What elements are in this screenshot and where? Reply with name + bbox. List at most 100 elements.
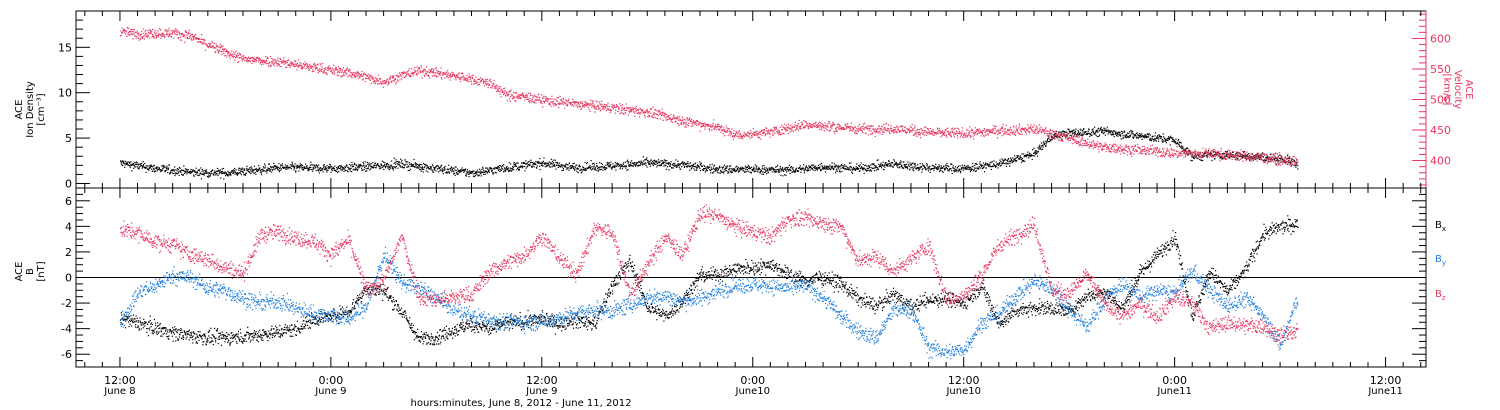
density-point: [1242, 155, 1244, 157]
velocity-point: [430, 70, 432, 72]
velocity-point: [153, 37, 155, 39]
velocity-point: [165, 33, 167, 35]
density-point: [188, 171, 191, 174]
density-point: [721, 166, 724, 168]
velocity-point: [228, 55, 230, 57]
velocity-point: [248, 57, 250, 59]
density-point: [207, 176, 210, 178]
density-point: [1054, 132, 1056, 135]
density-point: [919, 167, 921, 169]
density-point: [246, 167, 248, 170]
density-point: [553, 163, 556, 165]
density-point: [1077, 134, 1079, 136]
density-axis-label-line: [cm⁻³]: [36, 93, 47, 125]
density-point: [1183, 148, 1185, 150]
velocity-point: [221, 45, 223, 47]
density-point: [1248, 155, 1251, 157]
velocity-point: [397, 80, 399, 82]
density-point: [266, 169, 268, 171]
density-point: [577, 171, 579, 174]
velocity-point: [434, 72, 437, 74]
density-point: [973, 169, 975, 171]
density-point: [695, 162, 697, 164]
density-point: [998, 164, 1000, 166]
density-point: [557, 166, 560, 168]
density-point: [333, 167, 335, 169]
density-point: [583, 166, 585, 169]
density-point: [476, 169, 478, 171]
density-point: [1213, 151, 1215, 153]
density-point: [416, 163, 418, 165]
velocity-point: [623, 108, 625, 110]
density-point: [1041, 148, 1044, 150]
density-point: [887, 165, 889, 167]
density-point: [821, 166, 824, 168]
density-point: [832, 168, 835, 171]
density-point: [774, 171, 776, 173]
velocity-point: [213, 47, 215, 49]
density-point: [294, 163, 296, 165]
velocity-point: [251, 59, 253, 62]
density-point: [944, 168, 947, 170]
velocity-point: [212, 46, 214, 48]
velocity-point: [494, 85, 496, 87]
density-point: [536, 167, 538, 169]
density-point: [1137, 137, 1139, 139]
velocity-point: [581, 102, 583, 105]
velocity-point: [130, 29, 132, 31]
density-point: [1210, 153, 1213, 155]
density-point: [885, 161, 887, 164]
density-point: [653, 162, 655, 164]
velocity-point: [485, 79, 487, 81]
velocity-point: [333, 64, 335, 66]
density-point: [1166, 138, 1168, 140]
velocity-point: [273, 63, 275, 65]
velocity-tick-label: 500: [1430, 94, 1451, 107]
velocity-point: [557, 103, 559, 105]
density-point: [768, 168, 770, 170]
density-point: [906, 166, 908, 168]
density-point: [1068, 128, 1070, 130]
velocity-point: [252, 61, 254, 63]
velocity-point: [429, 71, 432, 73]
density-point: [209, 174, 211, 177]
density-point: [298, 167, 301, 169]
velocity-point: [634, 111, 636, 113]
density-point: [814, 167, 816, 169]
density-point: [552, 162, 554, 164]
velocity-point: [343, 73, 345, 76]
velocity-point: [124, 33, 127, 35]
density-point: [695, 169, 698, 171]
density-point: [337, 166, 339, 168]
velocity-point: [127, 32, 129, 34]
velocity-point: [535, 99, 537, 102]
density-point: [1044, 140, 1046, 142]
density-point: [272, 166, 274, 168]
density-point: [777, 170, 780, 172]
density-point: [716, 171, 718, 173]
density-point: [148, 165, 150, 167]
density-point: [503, 167, 506, 169]
density-point: [430, 167, 432, 169]
velocity-point: [552, 100, 554, 103]
velocity-point: [204, 49, 207, 51]
velocity-point: [482, 80, 485, 82]
density-point: [399, 158, 402, 160]
density-point: [601, 166, 603, 168]
density-point: [1125, 135, 1127, 137]
density-point: [882, 161, 884, 163]
density-point: [441, 168, 443, 170]
density-point: [984, 162, 987, 164]
density-point: [972, 165, 974, 168]
density-point: [513, 161, 515, 164]
density-point: [500, 169, 503, 171]
density-point: [343, 168, 345, 170]
velocity-point: [264, 61, 266, 64]
density-point: [576, 170, 578, 173]
density-point: [509, 169, 511, 171]
velocity-point: [379, 82, 382, 84]
density-point: [719, 166, 721, 169]
density-point: [180, 170, 182, 172]
density-point: [235, 169, 237, 171]
